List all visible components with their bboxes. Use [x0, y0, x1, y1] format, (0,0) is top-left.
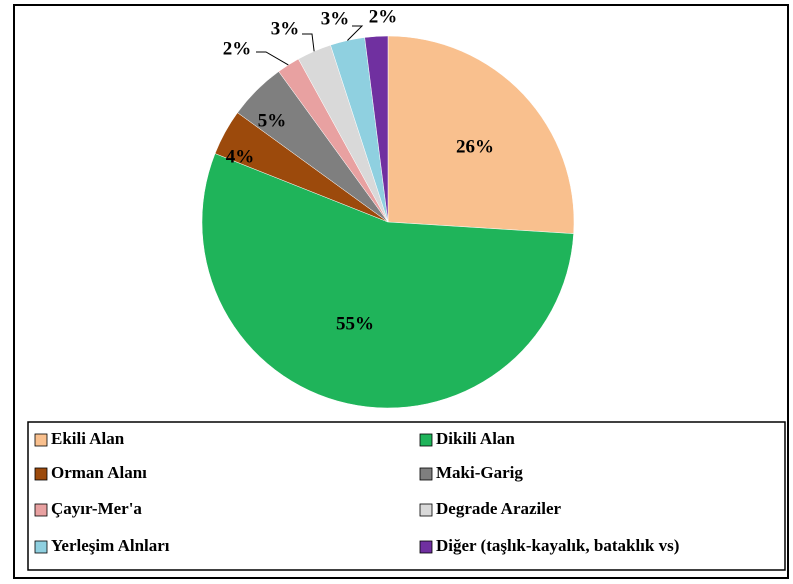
leader-line	[302, 33, 315, 52]
legend-swatch	[419, 540, 433, 554]
legend-label: Çayır-Mer'a	[51, 499, 142, 518]
legend-label: Dikili Alan	[436, 429, 515, 448]
value-label: 2%	[369, 6, 398, 27]
value-label: 55%	[336, 313, 374, 334]
legend-box	[27, 421, 786, 571]
legend-label: Ekili Alan	[51, 429, 125, 448]
value-label: 4%	[226, 146, 255, 167]
value-label: 3%	[271, 18, 300, 39]
value-label: 5%	[258, 110, 287, 131]
legend-swatch	[419, 467, 433, 481]
legend-swatch	[34, 540, 48, 554]
pie-slice	[364, 35, 389, 223]
leader-line	[256, 51, 289, 66]
legend-swatch	[419, 433, 433, 447]
legend-swatch	[34, 467, 48, 481]
leader-line	[347, 25, 364, 41]
value-label: 3%	[321, 8, 350, 29]
legend-label: Diğer (taşlık-kayalık, bataklık vs)	[436, 536, 679, 555]
legend-label: Yerleşim Alnları	[51, 536, 170, 555]
legend-swatch	[34, 503, 48, 517]
legend-label: Maki-Garig	[436, 463, 523, 482]
value-label: 26%	[456, 136, 494, 157]
legend-swatch	[34, 433, 48, 447]
legend-label: Degrade Araziler	[436, 499, 562, 518]
legend-label: Orman Alanı	[51, 463, 147, 482]
pie-slice	[387, 35, 575, 234]
pie-slice	[201, 153, 574, 409]
value-label: 2%	[223, 38, 252, 59]
legend-swatch	[419, 503, 433, 517]
